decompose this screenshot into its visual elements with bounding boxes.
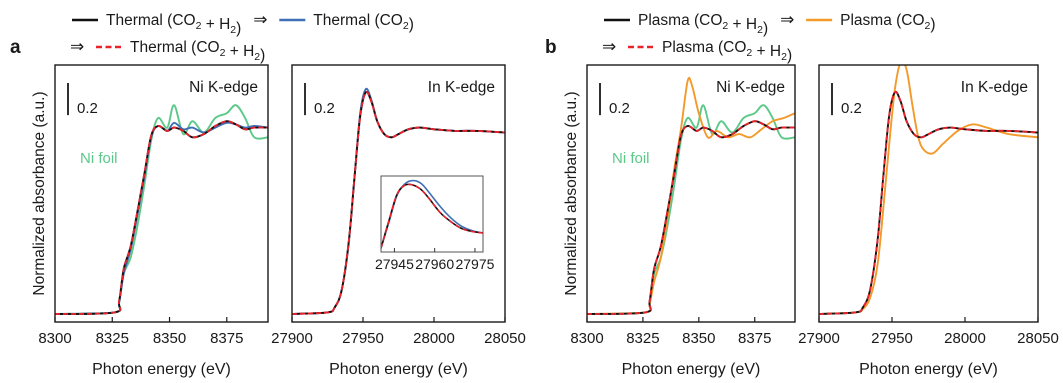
legend-b-entry-1-label: Plasma (CO2 + H2) — [638, 12, 768, 37]
plot-a-in: 27900 27950 28000 28050 Photon energy (eV) 0.… — [271, 64, 526, 378]
legend-b-entry-3-label: Plasma (CO2 + H2) — [662, 39, 792, 64]
legend-a-entry-3-label: Thermal (CO2 + H2) — [130, 39, 265, 64]
plot-b-ni-series-ni_foil — [587, 104, 795, 315]
plot-a-in-inset-xtick-label-0: 27945 — [375, 256, 414, 272]
plot-a-in-edge-label: In K-edge — [428, 79, 495, 96]
plot-a-ni-xtick-label-0: 8300 — [38, 330, 71, 347]
legend-a: Thermal (CO2 + H2) ⇒ Thermal (CO2) ⇒ Thermal… — [70, 10, 414, 64]
plot-b-in-xtick-label-2: 28000 — [944, 330, 986, 347]
plot-b-ni-edge-label: Ni K-edge — [716, 79, 785, 96]
plot-b-in-series-plasma_co2 — [819, 65, 1038, 315]
plot-b-in-lines — [819, 65, 1038, 315]
plot-b-ni-series-plasma_co2_h2_again — [587, 120, 795, 315]
plot-a-ni-series-ni_foil — [55, 104, 268, 315]
legend-b-arrow-2: ⇒ — [602, 37, 616, 56]
plot-a-ni-edge-label: Ni K-edge — [189, 79, 258, 96]
ylabel-a: Normalized absorbance (a.u.) — [31, 91, 48, 295]
plot-a-in-xlabel: Photon energy (eV) — [329, 361, 468, 378]
plot-a-in-inset-frame — [380, 175, 484, 253]
legend-a-arrow-2: ⇒ — [70, 37, 84, 56]
plot-a-ni-scale-bar-label: 0.2 — [77, 100, 98, 117]
plot-a-in-inset-series-thermal_co2_h2_again — [381, 183, 483, 249]
plot-a-in-xtick-label-0: 27900 — [271, 330, 313, 347]
plot-b-ni-scale-bar-label: 0.2 — [609, 100, 630, 117]
plot-a-in-scale-bar-label: 0.2 — [314, 100, 335, 117]
plot-a-in-inset-lines — [381, 179, 483, 249]
plot-a-ni-xtick-label-1: 8325 — [96, 330, 129, 347]
plot-b-in-xtick-label-1: 27950 — [871, 330, 913, 347]
plot-a-in-inset-xtick-label-1: 27960 — [415, 256, 454, 272]
legends: Thermal (CO2 + H2) ⇒ Thermal (CO2) ⇒ Thermal… — [70, 10, 936, 64]
plot-b-ni-series-plasma_co2 — [587, 77, 795, 315]
plot-b-ni-xtick-label-2: 8350 — [682, 330, 715, 347]
plot-a-in-inset: 27945 27960 27975 — [375, 175, 495, 272]
plot-b-ni-xtick-label-3: 8375 — [738, 330, 771, 347]
plot-b-ni-xlabel: Photon energy (eV) — [622, 361, 761, 378]
legend-b-arrow-1: ⇒ — [780, 10, 794, 29]
plot-b-in-xtick-label-3: 28050 — [1017, 330, 1059, 347]
plot-a-in-series-thermal_co2_h2_again — [292, 90, 505, 315]
plot-a-in-xtick-label-1: 27950 — [342, 330, 384, 347]
plot-b-ni-xtick-label-1: 8325 — [626, 330, 659, 347]
plot-a-ni-xtick-label-3: 8375 — [210, 330, 243, 347]
panel-label-b: b — [545, 37, 557, 58]
plot-b-in: 27900 27950 28000 28050 Photon energy (eV) 0.… — [798, 64, 1059, 378]
plot-b-in-xlabel: Photon energy (eV) — [859, 361, 998, 378]
plot-b-ni-lines — [587, 77, 795, 315]
plot-b-in-xtick-label-0: 27900 — [798, 330, 840, 347]
plot-a-in-inset-xtick-label-2: 27975 — [455, 256, 494, 272]
plot-b-in-series-plasma_co2_h2 — [819, 90, 1038, 315]
ylabel-b: Normalized absorbance (a.u.) — [563, 91, 580, 295]
plot-a-ni-lines — [55, 104, 268, 315]
plot-b-in-series-plasma_co2_h2_again — [819, 90, 1038, 315]
plot-a-ni-xlabel: Photon energy (eV) — [92, 361, 231, 378]
plot-a-in-frame — [291, 64, 506, 323]
plot-a-ni-ni-foil-label: Ni foil — [80, 150, 118, 167]
plot-b-in-frame — [818, 64, 1039, 323]
plot-b-ni-ni-foil-label: Ni foil — [612, 150, 650, 167]
legend-b-entry-2-label: Plasma (CO2) — [840, 12, 935, 33]
plot-a-ni-xtick-label-2: 8350 — [153, 330, 186, 347]
plot-b-ni: 8300 8325 8350 8375 Photon energy (eV) 0.2 Ni … — [570, 64, 796, 378]
plot-b-ni-frame — [586, 64, 796, 323]
plot-b-ni-xtick-label-0: 8300 — [570, 330, 603, 347]
plot-a-in-xtick-label-3: 28050 — [484, 330, 526, 347]
panel-label-a: a — [10, 37, 21, 58]
plot-a-in-lines — [292, 87, 505, 315]
plot-b-in-edge-label: In K-edge — [961, 79, 1028, 96]
panels: 8300 8325 8350 8375 Photon energy (eV) 0.2 Ni … — [10, 37, 1059, 378]
legend-b: Plasma (CO2 + H2) ⇒ Plasma (CO2) ⇒ Plasma (C… — [602, 10, 936, 64]
legend-a-entry-2-label: Thermal (CO2) — [313, 12, 414, 33]
legend-a-entry-1-label: Thermal (CO2 + H2) — [106, 12, 241, 37]
plot-b-in-scale-bar-label: 0.2 — [841, 100, 862, 117]
legend-a-arrow-1: ⇒ — [253, 10, 267, 29]
plot-a-in-xtick-label-2: 28000 — [413, 330, 455, 347]
plot-a-ni-series-thermal_co2_h2 — [55, 120, 268, 315]
plot-a-ni-frame — [54, 64, 269, 323]
plot-a-ni: 8300 8325 8350 8375 Photon energy (eV) 0.2 Ni … — [38, 64, 269, 378]
